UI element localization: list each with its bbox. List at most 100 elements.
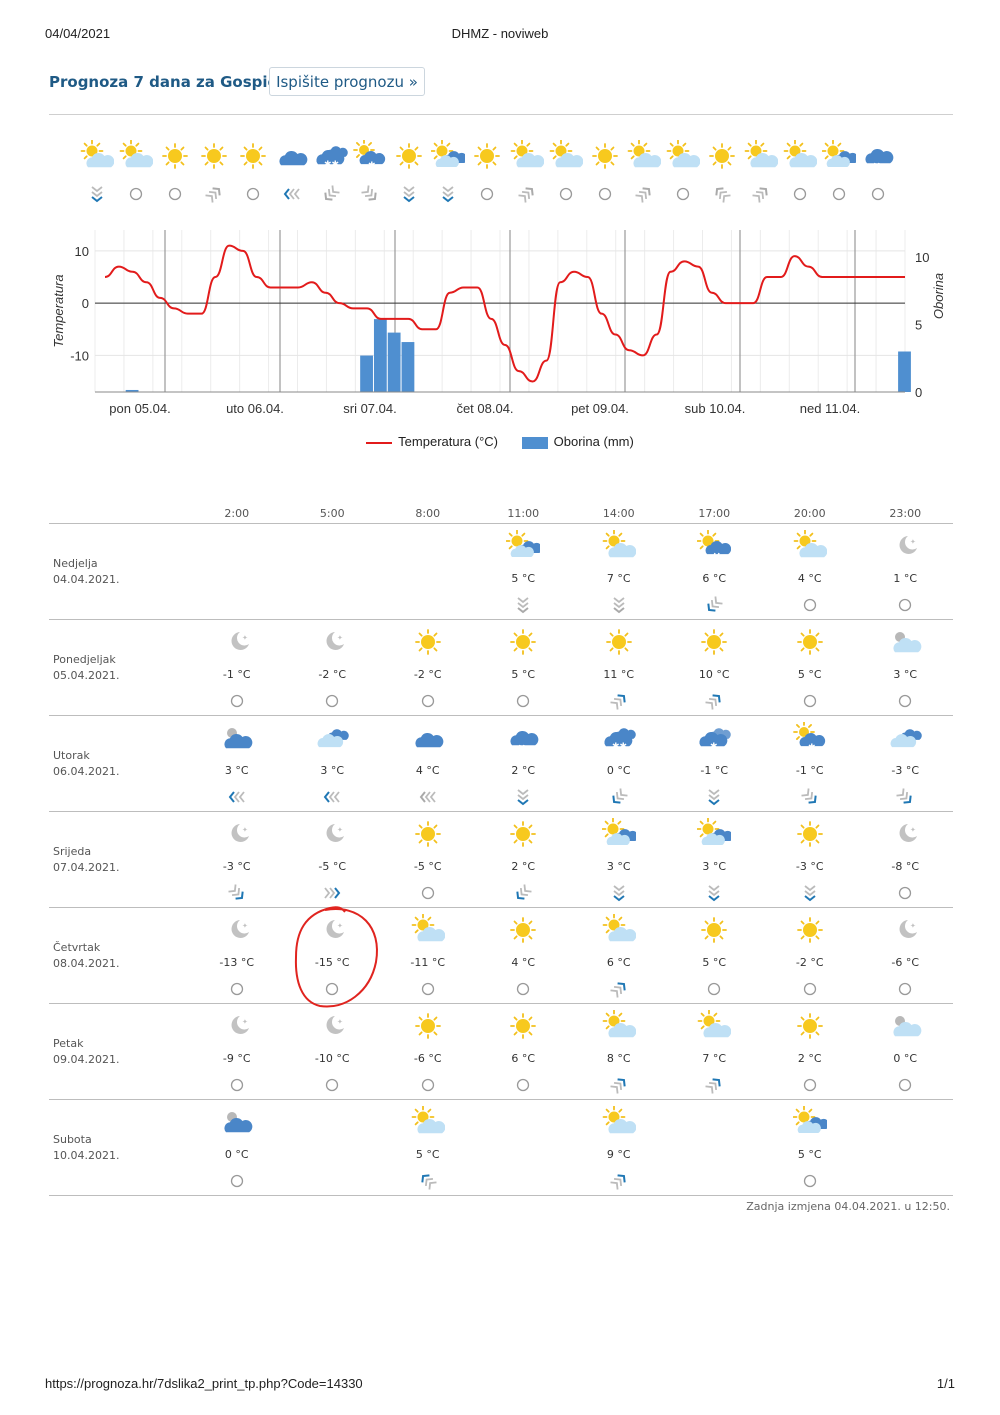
svg-text:✦: ✦ [910,826,916,834]
wind-arrow-icon [610,1172,628,1190]
sun-cloud-icon [783,139,818,172]
forecast-cell [284,523,380,620]
print-forecast-button[interactable]: Ispišite prognozu » [269,67,425,96]
page-number: 1/1 [936,1376,955,1391]
wind-arrow-icon [705,1076,723,1094]
sun-cloud-icon [602,1105,637,1138]
forecast-cell: ✦ -2 °C [284,619,380,716]
forecast-cell: 7 °C [666,1003,762,1100]
svg-text:✦: ✦ [337,922,343,930]
day-label: Ponedjeljak 05.04.2021. [49,619,189,716]
svg-text:✦: ✦ [910,538,916,546]
x-tick-label: pet 09.04. [571,401,629,416]
forecast-cell: 5 °C [762,619,858,716]
forecast-cell: 10 °C [666,619,762,716]
wind-arrow-icon [514,788,532,806]
calm-wind-icon [514,1076,532,1094]
wind-arrow-icon [610,980,628,998]
sun-icon [602,626,636,658]
sun-icon [506,818,540,850]
forecast-cell: 6 °C [666,523,762,620]
x-tick-label: uto 06.04. [226,401,284,416]
calm-wind-icon [674,185,692,203]
svg-text:✱: ✱ [710,742,718,752]
wind-arrow-icon [705,788,723,806]
forecast-cell: 0 °C [857,1003,953,1100]
temperature-value: -3 °C [222,860,251,873]
legend-precipitation[interactable]: Oborina (mm) [521,434,634,449]
temperature-value: 2 °C [797,1052,822,1065]
forecast-cell: 5 °C [475,619,571,716]
svg-text:✦: ✦ [242,634,248,642]
sun-cloud-icon [411,1105,446,1138]
svg-text:✦: ✦ [337,1018,343,1026]
sun-icon [411,1010,445,1042]
day-name: Nedjelja [53,556,98,570]
forecast-cell: 5 °C [475,523,571,620]
forecast-cell: 2 °C [475,715,571,812]
sun-icon [158,140,192,172]
sun-cloud-icon [697,1009,732,1042]
hour-header: 5:00 [284,503,380,524]
forecast-cell: 8 °C [571,1003,667,1100]
calm-wind-icon [228,1076,246,1094]
wind-arrow-icon [610,884,628,902]
sun-cloud-icon [119,139,154,172]
moon-icon: ✦ [220,914,254,946]
calm-wind-icon [244,185,262,203]
x-tick-label: sri 07.04. [343,401,396,416]
forecast-cell: 5 °C [666,907,762,1004]
hour-header: 8:00 [380,503,476,524]
wind-arrow-icon [228,788,246,806]
calm-wind-icon [896,1076,914,1094]
cloud-mixed-icon [888,722,923,754]
temperature-value: -2 °C [795,956,824,969]
sun-cloud-icon [80,139,115,172]
temperature-value: 0 °C [606,764,631,777]
sun-cloud-dark-icon [601,817,638,850]
temperature-value: 3 °C [606,860,631,873]
temperature-value: 5 °C [415,1148,440,1161]
hourly-icon-strip: ✱✱ ✱ [80,139,900,210]
snow-sun-cloud-icon: ✱ [792,721,827,754]
y2-tick-label: 5 [915,318,922,333]
hour-header: 20:00 [762,503,858,524]
y-tick-label: 10 [75,244,89,259]
temperature-value: -11 °C [410,956,446,969]
forecast-day-row: Srijeda 07.04.2021. ✦ -3 °C ✦ -5 °C -5 °C [49,811,953,908]
forecast-cell: 6 °C [571,907,667,1004]
day-date: 09.04.2021. [53,1052,120,1066]
wind-arrow-icon [283,185,301,203]
temperature-value: 5 °C [511,668,536,681]
cloud-light-icon [888,1010,922,1042]
sun-icon [506,626,540,658]
calm-wind-icon [419,692,437,710]
calm-wind-icon [801,1076,819,1094]
sun-cloud-icon [602,1009,637,1042]
wind-arrow-icon [514,884,532,902]
precip-bar [401,342,415,392]
legend-temperature[interactable]: Temperatura (°C) [366,434,498,449]
forecast-cell: 4 °C [380,715,476,812]
wind-arrow-icon [610,692,628,710]
calm-wind-icon [228,1172,246,1190]
forecast-cell: 3 °C [189,715,285,812]
day-date: 04.04.2021. [53,572,120,586]
cloud-dark-icon [220,1106,254,1138]
sun-cloud-icon [411,913,446,946]
temperature-value: 6 °C [511,1052,536,1065]
forecast-cell: ✦ -9 °C [189,1003,285,1100]
moon-icon: ✦ [888,818,922,850]
x-tick-label: sub 10.04. [685,401,746,416]
temperature-value: -13 °C [219,956,255,969]
precip-bar [373,319,387,392]
sun-cloud-dark-icon [505,529,543,562]
day-name: Subota [53,1132,92,1146]
snow-sun-cloud-icon: ✱ [353,139,387,172]
forecast-cell: 5 °C [762,1099,858,1196]
svg-text:✦: ✦ [242,922,248,930]
cloud-blue-icon [411,722,445,754]
sun-icon [411,626,445,658]
temperature-value: 3 °C [893,668,918,681]
wind-arrow-icon [439,185,457,203]
